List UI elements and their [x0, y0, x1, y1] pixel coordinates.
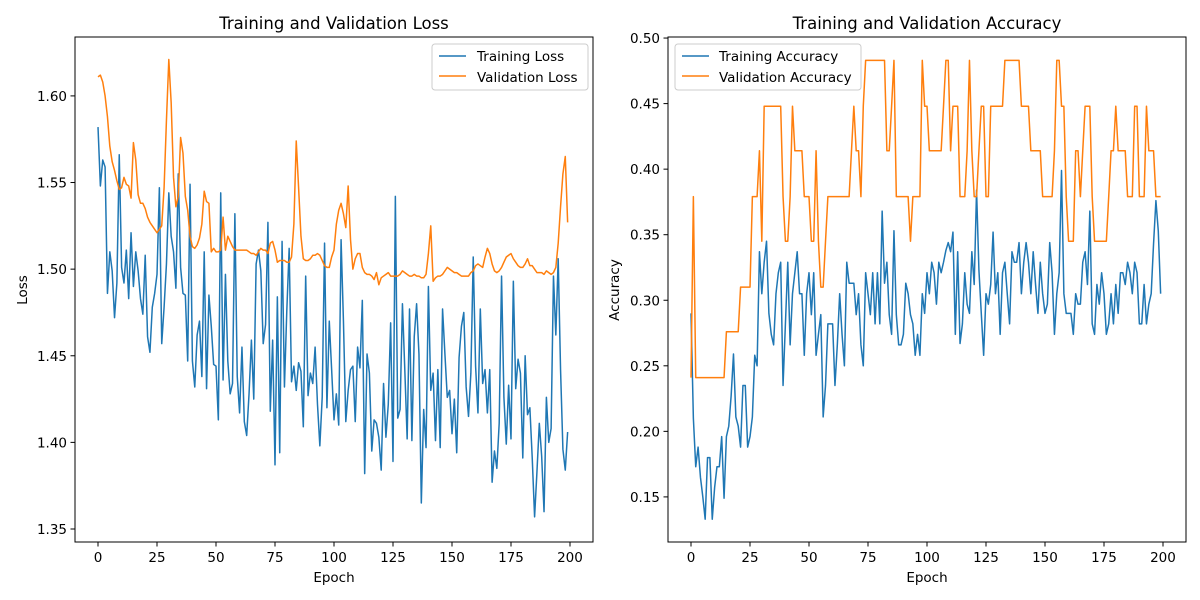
loss-series-line-validation [97, 58, 569, 286]
loss-x-tick-label: 150 [439, 550, 465, 566]
loss-subplot: Training and Validation Loss Epoch Loss … [15, 14, 594, 586]
accuracy-x-tick-label: 150 [1032, 550, 1058, 566]
accuracy-x-tick-label: 100 [914, 550, 940, 566]
accuracy-x-tick-label: 175 [1091, 550, 1117, 566]
loss-x-tick-label: 25 [148, 550, 165, 566]
accuracy-y-tick-label: 0.30 [630, 293, 660, 309]
accuracy-x-axis-label: Epoch [906, 570, 947, 586]
accuracy-y-tick-label: 0.35 [630, 228, 660, 244]
loss-x-tick-label: 175 [498, 550, 524, 566]
loss-x-tick-label: 125 [380, 550, 406, 566]
loss-y-tick-label: 1.50 [37, 262, 67, 278]
accuracy-series-line-training [690, 169, 1162, 520]
accuracy-legend: Training Accuracy Validation Accuracy [674, 43, 862, 91]
accuracy-x-tick-label: 75 [859, 550, 876, 566]
accuracy-y-tick-label: 0.15 [630, 490, 660, 506]
accuracy-y-tick-label: 0.50 [630, 31, 660, 47]
loss-legend: Training Loss Validation Loss [431, 43, 589, 91]
legend-label-training-loss: Training Loss [476, 49, 564, 65]
loss-x-tick-label: 50 [207, 550, 224, 566]
loss-x-tick-label: 75 [266, 550, 283, 566]
accuracy-y-tick-label: 0.20 [630, 424, 660, 440]
legend-label-validation-accuracy: Validation Accuracy [719, 70, 852, 86]
loss-y-tick-label: 1.45 [37, 349, 67, 365]
accuracy-x-tick-label: 50 [800, 550, 817, 566]
loss-series-line-training [97, 127, 569, 518]
loss-y-tick-label: 1.55 [37, 176, 67, 192]
loss-x-axis-label: Epoch [313, 570, 354, 586]
loss-y-axis-label: Loss [15, 275, 31, 305]
loss-y-tick-label: 1.35 [37, 522, 67, 538]
loss-x-tick-label: 0 [94, 550, 103, 566]
loss-x-tick-label: 100 [321, 550, 347, 566]
loss-y-tick-label: 1.60 [37, 89, 67, 105]
accuracy-y-axis-label: Accuracy [607, 259, 623, 321]
legend-label-validation-loss: Validation Loss [477, 70, 578, 86]
legend-label-training-accuracy: Training Accuracy [718, 49, 838, 65]
accuracy-y-tick-label: 0.25 [630, 359, 660, 375]
accuracy-y-tick-label: 0.40 [630, 162, 660, 178]
accuracy-x-tick-label: 200 [1150, 550, 1176, 566]
accuracy-y-tick-label: 0.45 [630, 97, 660, 113]
accuracy-chart-title: Training and Validation Accuracy [792, 14, 1062, 33]
accuracy-subplot: Training and Validation Accuracy Epoch A… [607, 14, 1187, 586]
loss-x-tick-label: 200 [557, 550, 583, 566]
loss-chart-title: Training and Validation Loss [218, 14, 449, 33]
accuracy-x-tick-label: 25 [741, 550, 758, 566]
accuracy-series-line-validation [690, 59, 1161, 379]
loss-y-tick-label: 1.40 [37, 435, 67, 451]
accuracy-x-tick-label: 125 [973, 550, 999, 566]
accuracy-x-tick-label: 0 [687, 550, 696, 566]
